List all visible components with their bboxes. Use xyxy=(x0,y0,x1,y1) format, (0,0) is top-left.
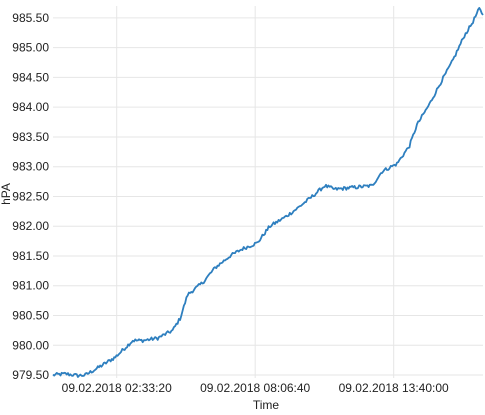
y-tick-label: 979.50 xyxy=(12,368,49,382)
y-axis-title: hPA xyxy=(0,183,13,205)
series-line xyxy=(52,7,484,378)
y-tick-label: 981.50 xyxy=(12,249,49,263)
y-tick-label: 981.00 xyxy=(12,279,49,293)
y-tick-label: 980.50 xyxy=(12,309,49,323)
x-tick-label: 09.02.2018 02:33:20 xyxy=(62,381,172,395)
y-tick-label: 983.50 xyxy=(12,130,49,144)
y-tick-label: 984.00 xyxy=(12,100,49,114)
y-tick-label: 983.00 xyxy=(12,160,49,174)
y-tick-label: 985.50 xyxy=(12,11,49,25)
x-tick-label: 09.02.2018 08:06:40 xyxy=(200,381,310,395)
x-axis: 09.02.2018 02:33:20 09.02.2018 08:06:40 09… xyxy=(62,381,449,395)
y-tick-label: 985.00 xyxy=(12,41,49,55)
x-tick-label: 09.02.2018 13:40:00 xyxy=(339,381,449,395)
grid-lines xyxy=(53,6,483,378)
x-axis-title: Time xyxy=(253,398,280,412)
y-tick-label: 984.50 xyxy=(12,70,49,84)
y-tick-label: 982.50 xyxy=(12,189,49,203)
y-tick-label: 982.00 xyxy=(12,219,49,233)
y-axis: 979.50 980.00 980.50 981.00 981.50 982.00 982.… xyxy=(12,11,49,382)
y-tick-label: 980.00 xyxy=(12,338,49,352)
series-layer xyxy=(52,7,484,378)
